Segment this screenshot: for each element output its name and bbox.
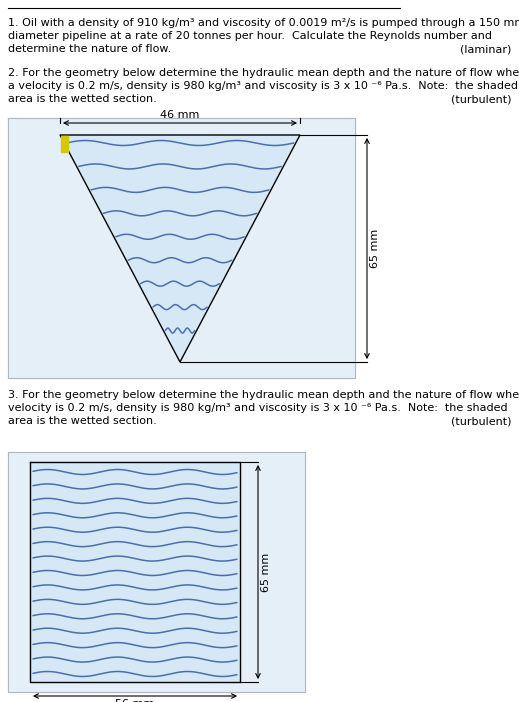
Polygon shape <box>61 136 68 152</box>
Text: 46 mm: 46 mm <box>160 110 200 120</box>
Text: a velocity is 0.2 m/s, density is 980 kg/m³ and viscosity is 3 x 10 ⁻⁶ Pa.s.  No: a velocity is 0.2 m/s, density is 980 kg… <box>8 81 518 91</box>
Text: velocity is 0.2 m/s, density is 980 kg/m³ and viscosity is 3 x 10 ⁻⁶ Pa.s.  Note: velocity is 0.2 m/s, density is 980 kg/m… <box>8 403 508 413</box>
Text: 1. Oil with a density of 910 kg/m³ and viscosity of 0.0019 m²/s is pumped throug: 1. Oil with a density of 910 kg/m³ and v… <box>8 18 519 28</box>
Text: area is the wetted section.: area is the wetted section. <box>8 94 157 104</box>
Polygon shape <box>8 452 305 692</box>
Text: area is the wetted section.: area is the wetted section. <box>8 416 157 426</box>
Text: (laminar): (laminar) <box>460 44 511 54</box>
Polygon shape <box>60 135 300 362</box>
Text: (turbulent): (turbulent) <box>450 416 511 426</box>
Text: 65 mm: 65 mm <box>370 229 380 268</box>
Text: 3. For the geometry below determine the hydraulic mean depth and the nature of f: 3. For the geometry below determine the … <box>8 390 519 400</box>
Text: 56 mm: 56 mm <box>115 699 155 702</box>
Polygon shape <box>30 462 240 682</box>
Text: diameter pipeline at a rate of 20 tonnes per hour.  Calculate the Reynolds numbe: diameter pipeline at a rate of 20 tonnes… <box>8 31 492 41</box>
Text: (turbulent): (turbulent) <box>450 94 511 104</box>
Text: 2. For the geometry below determine the hydraulic mean depth and the nature of f: 2. For the geometry below determine the … <box>8 68 519 78</box>
Polygon shape <box>8 118 355 378</box>
Text: 65 mm: 65 mm <box>261 552 271 592</box>
Text: determine the nature of flow.: determine the nature of flow. <box>8 44 171 54</box>
